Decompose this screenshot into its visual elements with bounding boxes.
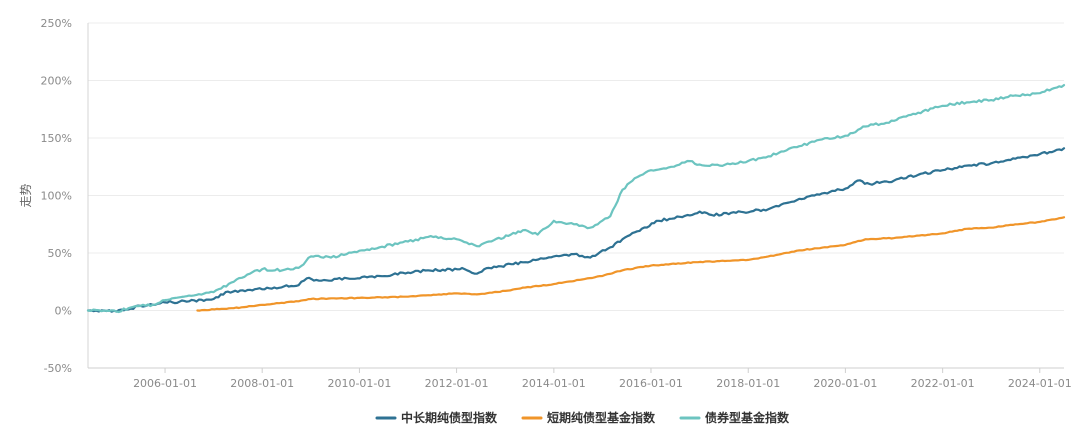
legend-item-2[interactable]: 短期纯债型基金指数 <box>521 410 656 425</box>
y-tick-label: 200% <box>41 75 72 88</box>
x-tick-label: 2014-01-01 <box>522 377 586 390</box>
y-tick-label: 150% <box>41 132 72 145</box>
legend-item-1[interactable]: 中长期纯债型指数 <box>375 410 498 425</box>
series-line-1 <box>86 147 1066 313</box>
legend-label: 短期纯债型基金指数 <box>547 410 656 425</box>
y-tick-label: -50% <box>44 362 72 375</box>
y-axis-label: 走势 <box>19 183 33 207</box>
x-tick-label: 2008-01-01 <box>230 377 294 390</box>
x-tick-label: 2016-01-01 <box>619 377 683 390</box>
y-tick-label: 100% <box>41 190 72 203</box>
x-tick-label: 2018-01-01 <box>716 377 780 390</box>
series-line-2 <box>196 216 1066 312</box>
legend-label: 债券型基金指数 <box>705 410 790 425</box>
y-tick-label: 0% <box>55 305 72 318</box>
legend-label: 中长期纯债型指数 <box>401 410 498 425</box>
legend[interactable]: 中长期纯债型指数 短期纯债型基金指数 债券型基金指数 <box>375 410 790 425</box>
x-tick-label: 2006-01-01 <box>133 377 197 390</box>
x-tick-label: 2010-01-01 <box>327 377 391 390</box>
x-tick-label: 2022-01-01 <box>911 377 975 390</box>
grid-lines <box>88 22 1064 369</box>
legend-item-3[interactable]: 债券型基金指数 <box>679 410 790 425</box>
y-tick-label: 250% <box>41 17 72 30</box>
x-tick-label: 2024-01-01 <box>1008 377 1072 390</box>
axes: -50% 0% 50% 100% 150% 200% 250% 2006-01-01 2008-… <box>41 17 1072 390</box>
y-tick-label: 50% <box>48 247 72 260</box>
x-tick-label: 2012-01-01 <box>425 377 489 390</box>
series-line-3 <box>86 84 1066 314</box>
x-tick-label: 2020-01-01 <box>813 377 877 390</box>
series-lines <box>86 84 1066 314</box>
